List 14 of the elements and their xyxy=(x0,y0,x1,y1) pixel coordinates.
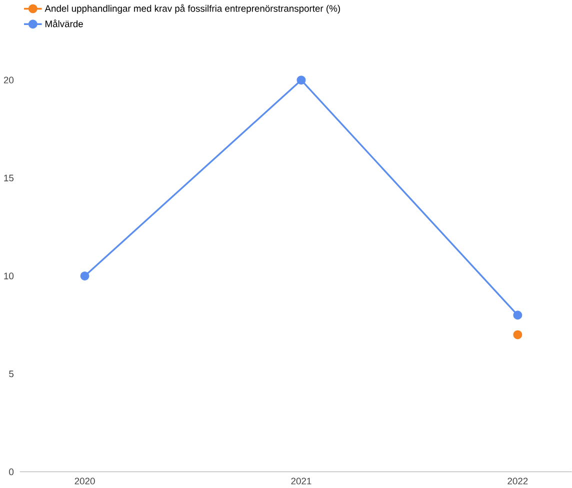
point xyxy=(296,76,306,85)
y-tick-label: 15 xyxy=(4,174,14,182)
legend-label: Målvärde xyxy=(46,20,83,28)
y-tick-label: 10 xyxy=(4,272,14,280)
point xyxy=(513,310,522,320)
y-tick-label: 0 xyxy=(9,468,14,476)
x-tick-label: 2022 xyxy=(508,478,528,484)
legend-label: Andel upphandlingar med krav på fossilfria entreprenörstransporter (%) xyxy=(44,4,340,14)
point xyxy=(80,272,90,281)
y-tick-label: 5 xyxy=(9,370,14,378)
x-tick-label: 2021 xyxy=(291,478,312,484)
x-tick-label: 2020 xyxy=(74,478,95,484)
y-tick-label: 20 xyxy=(4,76,14,84)
point xyxy=(513,330,522,340)
